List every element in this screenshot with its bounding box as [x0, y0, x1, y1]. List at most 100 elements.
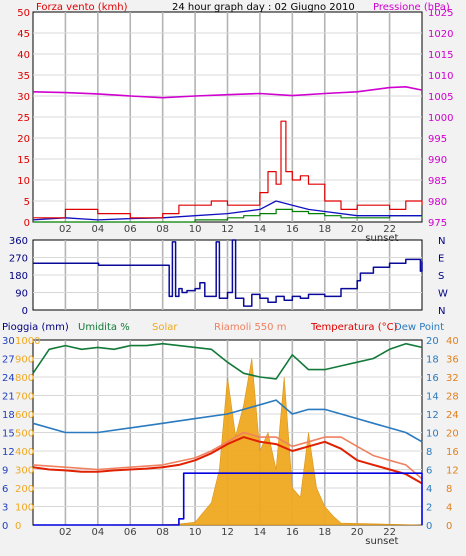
gust-green-line	[33, 208, 423, 223]
x-tick-label: 10	[189, 527, 202, 538]
station-label: Riamoli 550 m	[214, 322, 286, 333]
solar-y-tick-label: 900	[15, 355, 34, 366]
rain-y-tick-label: 12	[2, 447, 15, 458]
pressure-y-tick-label: 1000	[428, 113, 453, 124]
wind-direction-grid	[33, 240, 422, 310]
dew-y-tick-label: 14	[426, 392, 439, 403]
pressure-y-tick-label: 1020	[428, 29, 453, 40]
pressure-y-tick-label: 995	[428, 134, 447, 145]
compass-tick-label: N	[438, 236, 445, 247]
x-tick-label: 20	[351, 224, 364, 235]
temp-y-tick-label: 28	[446, 392, 459, 403]
temperature-line	[32, 436, 423, 485]
sunset-label: sunset	[365, 233, 398, 244]
climate-series	[32, 342, 423, 526]
temp-max-line	[32, 431, 423, 480]
x-tick-label: 02	[59, 527, 72, 538]
x-tick-label: 12	[221, 224, 234, 235]
solar-legend: Solar	[152, 322, 178, 333]
temp-y-tick-label: 8	[446, 484, 452, 495]
dew-y-tick-label: 6	[426, 466, 432, 477]
compass-tick-label: W	[438, 289, 448, 300]
solar-y-tick-label: 200	[15, 484, 34, 495]
x-tick-label: 10	[189, 224, 202, 235]
dewpoint-line	[32, 399, 423, 443]
rain-y-tick-label: 21	[2, 392, 15, 403]
rain-y-tick-label: 30	[2, 336, 15, 347]
wind-y-tick-label: 40	[17, 50, 30, 61]
direction-y-tick-label: 360	[9, 236, 28, 247]
temp-y-tick-label: 32	[446, 373, 459, 384]
temp-y-tick-label: 40	[446, 336, 459, 347]
wind-y-tick-label: 30	[17, 92, 30, 103]
x-tick-label: 22	[383, 527, 396, 538]
wind-axis-title: Forza vento (kmh)	[36, 2, 128, 13]
compass-tick-label: E	[438, 254, 444, 265]
x-tick-label: 16	[286, 527, 299, 538]
rain-y-tick-label: 15	[2, 429, 15, 440]
dew-y-tick-label: 0	[426, 521, 432, 532]
temp-y-tick-label: 20	[446, 429, 459, 440]
wind-y-tick-label: 45	[17, 29, 30, 40]
chart-title: 24 hour graph day : 02 Giugno 2010	[172, 2, 355, 13]
wind-y-tick-label: 35	[17, 71, 30, 82]
temp-y-tick-label: 16	[446, 447, 459, 458]
x-tick-label: 14	[254, 224, 267, 235]
direction-y-tick-label: 90	[15, 289, 28, 300]
dewpoint-legend: Dew Point	[394, 322, 444, 333]
rain-legend: Pioggia (mm)	[2, 322, 69, 333]
rain-y-tick-label: 3	[2, 503, 8, 514]
pressure-y-tick-label: 1005	[428, 92, 453, 103]
solar-y-tick-label: 400	[15, 447, 34, 458]
solar-y-tick-label: 700	[15, 392, 34, 403]
x-tick-label: 18	[318, 527, 331, 538]
direction-y-tick-label: 180	[9, 271, 28, 282]
wind-y-tick-label: 25	[17, 113, 30, 124]
solar-y-tick-label: 1000	[15, 336, 40, 347]
direction-y-tick-label: 270	[9, 254, 28, 265]
temp-y-tick-label: 4	[446, 503, 452, 514]
climate-grid	[33, 340, 422, 525]
dew-y-tick-label: 2	[426, 503, 432, 514]
rain-y-tick-label: 0	[2, 521, 8, 532]
dew-y-tick-label: 16	[426, 373, 439, 384]
solar-y-tick-label: 0	[15, 521, 21, 532]
wind-pressure-grid	[33, 12, 422, 222]
temp-y-tick-label: 36	[446, 355, 459, 366]
wind-mean-line	[32, 200, 422, 221]
x-tick-label: 02	[59, 224, 72, 235]
solar-y-tick-label: 100	[15, 503, 34, 514]
humidity-legend: Umidita %	[78, 322, 130, 333]
dew-y-tick-label: 4	[426, 484, 432, 495]
wind-y-tick-label: 10	[17, 176, 30, 187]
x-tick-label: 20	[351, 527, 364, 538]
rain-y-tick-label: 9	[2, 466, 8, 477]
x-tick-label: 12	[221, 527, 234, 538]
pressure-line	[32, 86, 423, 99]
rain-y-tick-label: 24	[2, 373, 15, 384]
y-axis-ticks: 0510152025303540455097598098599099510001…	[2, 8, 459, 532]
wind-y-tick-label: 20	[17, 134, 30, 145]
pressure-y-tick-label: 990	[428, 155, 447, 166]
wind-y-tick-label: 50	[17, 8, 30, 19]
x-tick-label: 14	[254, 527, 267, 538]
pressure-y-tick-label: 980	[428, 197, 447, 208]
direction-y-tick-label: 0	[22, 306, 28, 317]
compass-tick-label: S	[438, 271, 444, 282]
temp-y-tick-label: 24	[446, 410, 459, 421]
wind-y-tick-label: 0	[24, 218, 30, 229]
x-tick-label: 22	[383, 224, 396, 235]
x-tick-label: 18	[318, 224, 331, 235]
pressure-y-tick-label: 985	[428, 176, 447, 187]
x-tick-label: 06	[124, 224, 137, 235]
wind-pressure-series	[32, 86, 423, 223]
x-tick-label: 06	[124, 527, 137, 538]
x-tick-label: 16	[286, 224, 299, 235]
pressure-axis-title: Pressione (hPa)	[373, 2, 450, 13]
solar-y-tick-label: 800	[15, 373, 34, 384]
wind-y-tick-label: 5	[24, 197, 30, 208]
x-tick-label: 04	[91, 224, 104, 235]
pressure-y-tick-label: 1015	[428, 50, 453, 61]
solar-y-tick-label: 500	[15, 429, 34, 440]
